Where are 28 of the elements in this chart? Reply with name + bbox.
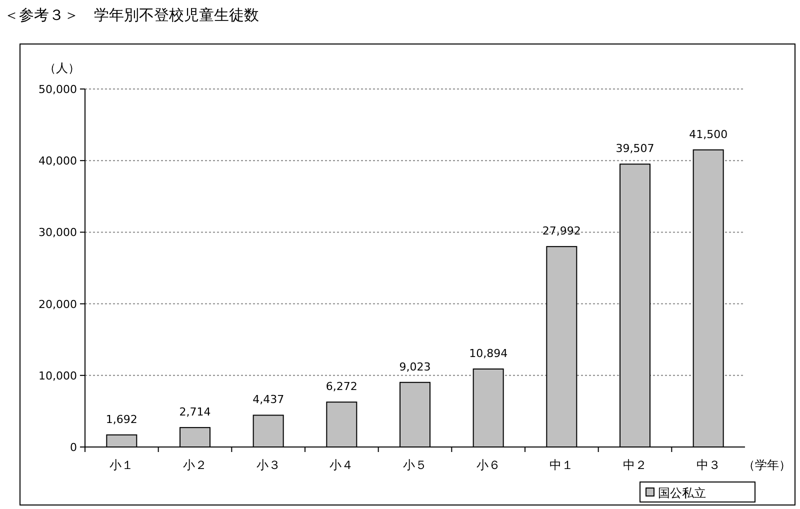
x-tick-label: 小４: [330, 458, 354, 472]
text: 27,992: [542, 224, 581, 238]
text: 2,714: [179, 406, 211, 419]
x-axis-title: （学年）: [743, 458, 791, 472]
x-tick-label: 中２: [623, 458, 647, 472]
text: 39,507: [616, 142, 654, 156]
y-tick-label: 40,000: [38, 154, 77, 168]
y-tick-label: 50,000: [38, 83, 77, 96]
x-tick-label: 小５: [403, 458, 427, 472]
chart-title: ＜参考３＞ 学年別不登校児童生徒数: [4, 6, 259, 24]
y-tick-label: 0: [70, 441, 77, 454]
y-axis-title: （人）: [44, 61, 80, 75]
text: 9,023: [399, 360, 431, 374]
y-tick-label: 30,000: [38, 226, 77, 240]
y-tick-label: 20,000: [38, 298, 77, 311]
x-tick-label: 小１: [110, 458, 134, 472]
x-tick-label: 中１: [550, 458, 574, 472]
x-tick-label: 小６: [476, 458, 500, 472]
y-tick-label: 10,000: [38, 369, 77, 382]
text: 10,894: [469, 347, 508, 360]
x-tick-label: 中３: [696, 458, 720, 472]
legend-label: 国公私立: [658, 486, 706, 500]
text: 1,692: [106, 412, 138, 426]
x-tick-label: 小３: [256, 458, 280, 472]
text: 4,437: [252, 393, 284, 406]
text: 6,272: [326, 380, 358, 394]
text: 41,500: [689, 128, 728, 141]
x-tick-label: 小２: [183, 458, 207, 472]
